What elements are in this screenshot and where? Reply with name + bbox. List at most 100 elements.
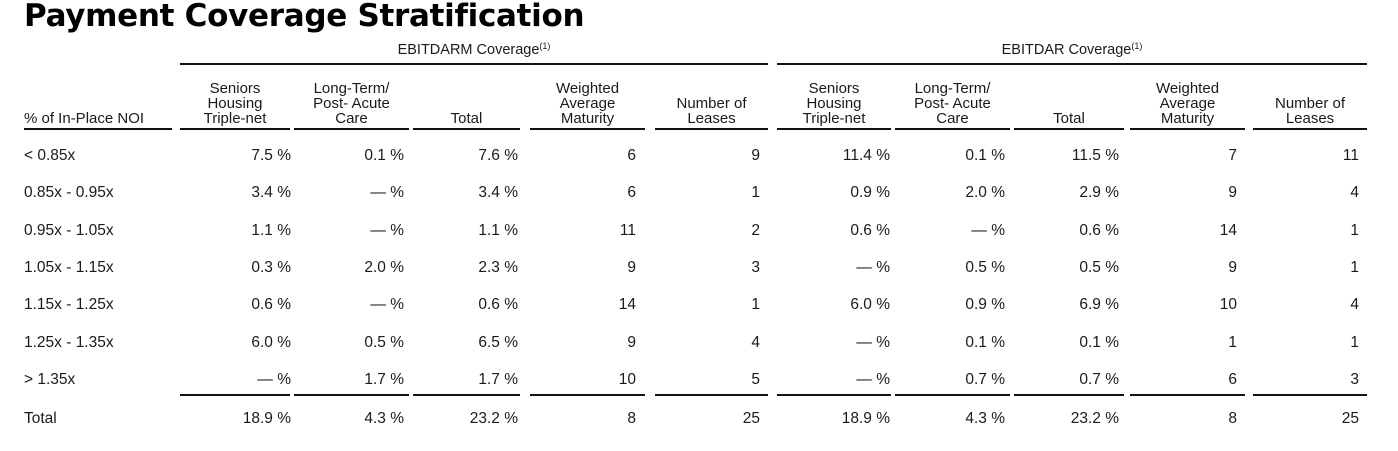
subtotal-rule <box>895 394 1010 396</box>
cell-total-ebitdarm: 23.2 % <box>469 410 518 427</box>
cell-shtn-ebitdarm: 6.0 % <box>251 333 291 351</box>
cell-ltpac-ebitdar: 0.1 % <box>965 147 1005 164</box>
cell-wam-ebitdar: 1 <box>1228 333 1237 351</box>
column-header-line: Total <box>1053 110 1085 127</box>
cell-wam-ebitdar: 9 <box>1228 184 1237 202</box>
subtotal-rule <box>1253 394 1367 396</box>
ebitdarm-group-label: EBITDARM Coverage <box>397 42 540 58</box>
cell-total-ebitdar: 0.6 % <box>1079 221 1119 239</box>
column-header-line: Long-Term/ <box>313 80 390 97</box>
column-header-line: Care <box>936 110 969 127</box>
row-label: Total <box>24 410 57 427</box>
cell-wam-ebitdarm: 10 <box>618 370 636 388</box>
cell-wam-ebitdar: 6 <box>1228 370 1237 388</box>
cell-wam-ebitdarm: 6 <box>627 184 636 202</box>
table-row: 1.05x - 1.15x 0.3 % 2.0 % 2.3 % 9 3 — % 0.5 % 0.… <box>24 249 1368 286</box>
row-label: 1.25x - 1.35x <box>24 333 114 351</box>
row-label: 1.05x - 1.15x <box>24 258 114 276</box>
column-header-line: Weighted <box>1155 80 1220 97</box>
cell-total-ebitdar: 2.9 % <box>1079 184 1119 202</box>
cell-total-ebitdar: 6.9 % <box>1079 296 1119 314</box>
cell-total-ebitdar: 23.2 % <box>1070 410 1119 427</box>
cell-shtn-ebitdarm: 3.4 % <box>251 184 291 202</box>
cell-shtn-ebitdar: 0.6 % <box>850 221 890 239</box>
subtotal-rule <box>655 394 768 396</box>
cell-shtn-ebitdar: 0.9 % <box>850 184 890 202</box>
column-header-shtn-ebitdarm: Seniors Housing Triple-net <box>180 72 290 130</box>
column-header-line: Seniors <box>808 80 860 97</box>
ebitdarm-group-header: EBITDARM Coverage(1) <box>180 41 768 65</box>
column-header-line: Seniors <box>209 80 261 97</box>
cell-ltpac-ebitdar: 4.3 % <box>965 410 1005 427</box>
cell-leases-ebitdar: 4 <box>1350 184 1359 202</box>
cell-leases-ebitdar: 3 <box>1350 370 1359 388</box>
column-header-line: Number of <box>676 95 747 112</box>
column-header-line: Housing <box>207 95 263 112</box>
table-row: > 1.35x — % 1.7 % 1.7 % 10 5 — % 0.7 % 0.7 % 6 3 <box>24 361 1368 398</box>
cell-ltpac-ebitdarm: 0.1 % <box>364 147 404 164</box>
column-header-line: Post- Acute <box>313 95 390 112</box>
cell-leases-ebitdar: 1 <box>1350 333 1359 351</box>
cell-wam-ebitdar: 7 <box>1228 147 1237 164</box>
column-header-label: % of In-Place NOI <box>24 72 172 130</box>
table-row: 0.95x - 1.05x 1.1 % — % 1.1 % 11 2 0.6 % — % 0.6… <box>24 212 1368 249</box>
column-header-line: Post- Acute <box>914 95 991 112</box>
total-row: Total 18.9 % 4.3 % 23.2 % 8 25 18.9 % 4.3 % 23.2… <box>24 400 1368 437</box>
cell-leases-ebitdarm: 25 <box>742 410 760 427</box>
cell-total-ebitdar: 0.1 % <box>1079 333 1119 351</box>
cell-shtn-ebitdarm: 1.1 % <box>251 221 291 239</box>
cell-shtn-ebitdar: 18.9 % <box>841 410 890 427</box>
cell-ltpac-ebitdarm: — % <box>370 221 404 239</box>
cell-shtn-ebitdarm: 0.3 % <box>251 258 291 276</box>
cell-shtn-ebitdar: — % <box>856 333 890 351</box>
cell-total-ebitdarm: 6.5 % <box>478 333 518 351</box>
cell-shtn-ebitdarm: 7.5 % <box>251 147 291 164</box>
cell-wam-ebitdarm: 9 <box>627 333 636 351</box>
cell-shtn-ebitdar: 11.4 % <box>842 147 890 164</box>
subtotal-rule <box>1130 394 1245 396</box>
cell-wam-ebitdarm: 14 <box>618 296 636 314</box>
row-label: < 0.85x <box>24 147 76 164</box>
column-header-line: Leases <box>1285 110 1335 127</box>
cell-shtn-ebitdarm: 0.6 % <box>251 296 291 314</box>
table-row: 1.15x - 1.25x 0.6 % — % 0.6 % 14 1 6.0 % 0.9 % 6… <box>24 286 1368 323</box>
subtotal-rule <box>530 394 645 396</box>
cell-leases-ebitdar: 4 <box>1350 296 1359 314</box>
column-header-line: Average <box>1159 95 1216 112</box>
subtotal-rule <box>413 394 520 396</box>
cell-leases-ebitdarm: 4 <box>751 333 760 351</box>
ebitdarm-footnote: (1) <box>539 41 551 51</box>
page-title: Payment Coverage Stratification <box>24 0 585 34</box>
column-header-wam-ebitdarm: Weighted Average Maturity <box>530 72 645 130</box>
table-row: 0.85x - 0.95x 3.4 % — % 3.4 % 6 1 0.9 % 2.0 % 2.… <box>24 174 1368 211</box>
column-header-line: Care <box>335 110 368 127</box>
cell-leases-ebitdarm: 3 <box>751 258 760 276</box>
cell-leases-ebitdarm: 1 <box>751 184 760 202</box>
cell-wam-ebitdar: 14 <box>1219 221 1237 239</box>
cell-leases-ebitdar: 1 <box>1350 221 1359 239</box>
cell-ltpac-ebitdar: 0.7 % <box>965 370 1005 388</box>
cell-leases-ebitdarm: 2 <box>751 221 760 239</box>
cell-ltpac-ebitdarm: 1.7 % <box>364 370 404 388</box>
table-row: 1.25x - 1.35x 6.0 % 0.5 % 6.5 % 9 4 — % 0.1 % 0.… <box>24 324 1368 361</box>
ebitdar-group-label: EBITDAR Coverage <box>1001 42 1132 58</box>
cell-ltpac-ebitdarm: 0.5 % <box>364 333 404 351</box>
column-header-line: % of In-Place NOI <box>24 110 145 127</box>
ebitdar-group-header: EBITDAR Coverage(1) <box>777 41 1367 65</box>
column-header-line: Total <box>450 110 483 127</box>
column-header-leases-ebitdarm: Number of Leases <box>655 72 768 130</box>
column-header-ltpac-ebitdar: Long-Term/Post- Acute Care <box>895 72 1010 130</box>
column-header-line: Leases <box>687 110 736 127</box>
column-header-line: Triple-net <box>203 110 267 127</box>
cell-wam-ebitdarm: 9 <box>627 258 636 276</box>
column-header-wam-ebitdar: Weighted Average Maturity <box>1130 72 1245 130</box>
subtotal-rule <box>180 394 290 396</box>
cell-ltpac-ebitdar: 0.5 % <box>965 258 1005 276</box>
cell-wam-ebitdarm: 8 <box>627 410 636 427</box>
cell-total-ebitdar: 0.7 % <box>1079 370 1119 388</box>
cell-total-ebitdarm: 0.6 % <box>478 296 518 314</box>
column-header-line: Number of <box>1274 95 1346 112</box>
cell-total-ebitdar: 0.5 % <box>1079 258 1119 276</box>
cell-ltpac-ebitdarm: 4.3 % <box>364 410 404 427</box>
cell-total-ebitdarm: 1.7 % <box>478 370 518 388</box>
